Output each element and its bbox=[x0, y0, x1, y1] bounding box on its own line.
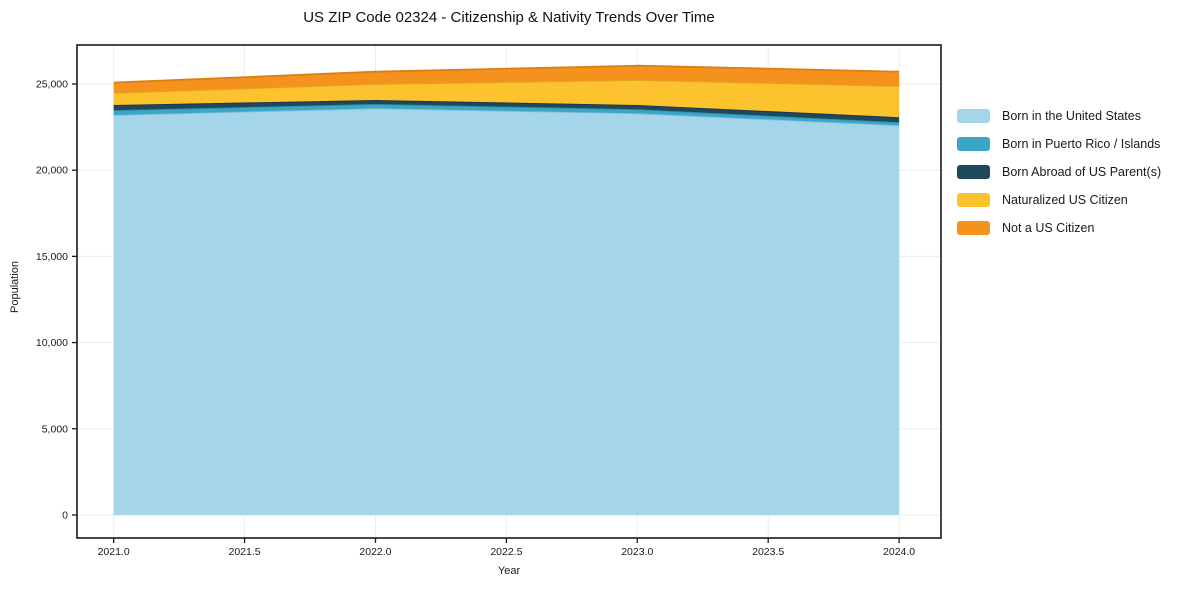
x-tick-label: 2024.0 bbox=[883, 546, 915, 558]
y-tick-label: 5,000 bbox=[42, 423, 68, 435]
legend-swatch-icon bbox=[957, 193, 990, 207]
x-tick-label: 2023.0 bbox=[621, 546, 653, 558]
x-tick-label: 2022.0 bbox=[359, 546, 391, 558]
area-series-1 bbox=[113, 104, 900, 126]
y-tick-label: 25,000 bbox=[36, 78, 68, 90]
legend-label: Naturalized US Citizen bbox=[1002, 193, 1128, 207]
legend-item-1: Born in Puerto Rico / Islands bbox=[957, 130, 1161, 158]
legend-label: Born in Puerto Rico / Islands bbox=[1002, 137, 1161, 151]
legend: Born in the United States Born in Puerto … bbox=[957, 102, 1161, 242]
x-tick-label: 2021.5 bbox=[229, 546, 261, 558]
legend-swatch-icon bbox=[957, 221, 990, 235]
legend-item-0: Born in the United States bbox=[957, 102, 1161, 130]
x-tick-label: 2023.5 bbox=[752, 546, 784, 558]
legend-label: Born Abroad of US Parent(s) bbox=[1002, 165, 1162, 179]
legend-swatch-icon bbox=[957, 137, 990, 151]
area-series-4 bbox=[113, 65, 900, 93]
x-axis-title: Year bbox=[497, 565, 521, 577]
chart-title: US ZIP Code 02324 - Citizenship & Nativi… bbox=[303, 9, 715, 26]
legend-label: Not a US Citizen bbox=[1002, 221, 1095, 235]
x-tick-label: 2021.0 bbox=[98, 546, 130, 558]
area-series-2 bbox=[113, 100, 900, 123]
x-tick-label: 2022.5 bbox=[490, 546, 522, 558]
legend-swatch-icon bbox=[957, 109, 990, 123]
legend-swatch-icon bbox=[957, 165, 990, 179]
y-tick-label: 15,000 bbox=[36, 251, 68, 263]
legend-item-2: Born Abroad of US Parent(s) bbox=[957, 158, 1161, 186]
legend-item-3: Naturalized US Citizen bbox=[957, 186, 1161, 214]
area-series-3 bbox=[113, 80, 900, 118]
area-edge-4 bbox=[113, 64, 900, 84]
plot-frame bbox=[76, 44, 942, 539]
legend-item-4: Not a US Citizen bbox=[957, 214, 1161, 242]
y-tick-label: 20,000 bbox=[36, 165, 68, 177]
legend-label: Born in the United States bbox=[1002, 109, 1141, 123]
y-tick-label: 0 bbox=[62, 509, 68, 521]
area-series-0 bbox=[113, 108, 900, 516]
y-tick-label: 10,000 bbox=[36, 337, 68, 349]
